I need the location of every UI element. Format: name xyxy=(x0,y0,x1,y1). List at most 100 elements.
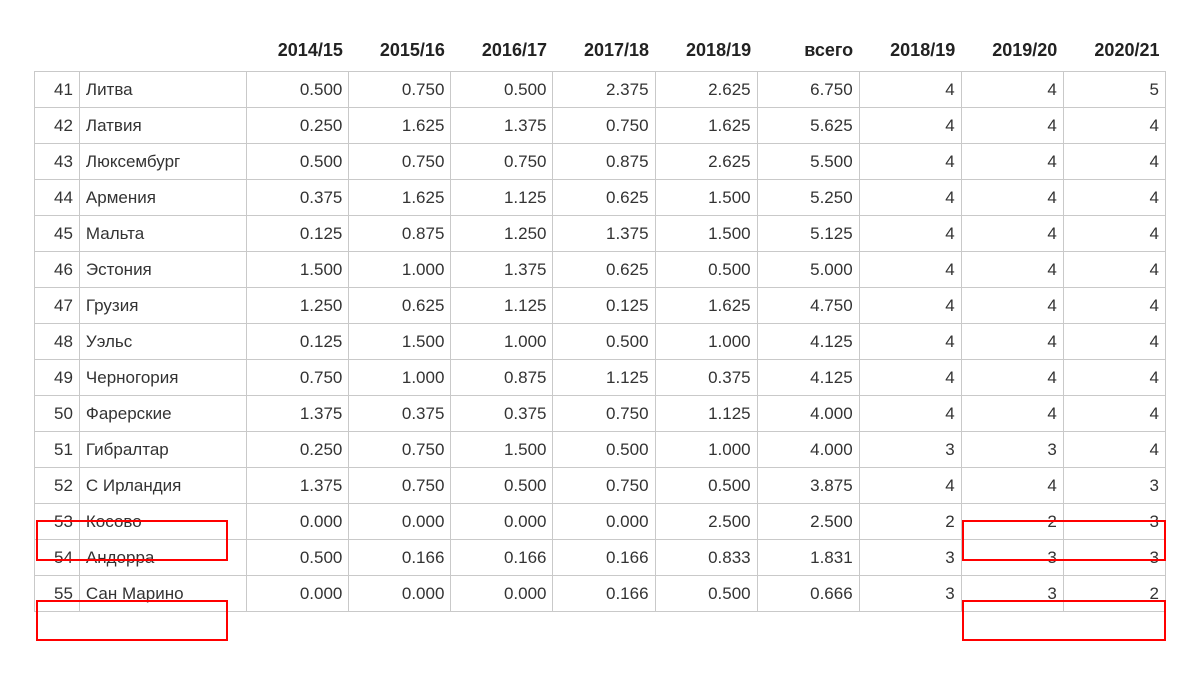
cell-season: 0.125 xyxy=(247,216,349,252)
cell-club: 4 xyxy=(1063,180,1165,216)
cell-rank: 44 xyxy=(35,180,80,216)
header-total: всего xyxy=(757,32,859,72)
table-row: 41Литва0.5000.7500.5002.3752.6256.750445 xyxy=(35,72,1166,108)
cell-season: 0.166 xyxy=(349,540,451,576)
cell-season: 1.000 xyxy=(655,432,757,468)
cell-total: 5.500 xyxy=(757,144,859,180)
cell-total: 4.125 xyxy=(757,360,859,396)
cell-country: Литва xyxy=(79,72,246,108)
cell-season: 0.500 xyxy=(451,468,553,504)
cell-season: 0.875 xyxy=(553,144,655,180)
cell-season: 0.000 xyxy=(349,576,451,612)
header-blank-rank xyxy=(35,32,80,72)
table-row: 52С Ирландия1.3750.7500.5000.7500.5003.8… xyxy=(35,468,1166,504)
cell-total: 5.125 xyxy=(757,216,859,252)
cell-club: 4 xyxy=(961,360,1063,396)
header-season-3: 2017/18 xyxy=(553,32,655,72)
cell-season: 0.875 xyxy=(451,360,553,396)
cell-club: 4 xyxy=(859,72,961,108)
cell-rank: 51 xyxy=(35,432,80,468)
cell-season: 1.500 xyxy=(451,432,553,468)
cell-rank: 45 xyxy=(35,216,80,252)
cell-total: 3.875 xyxy=(757,468,859,504)
cell-club: 4 xyxy=(859,216,961,252)
header-season-4: 2018/19 xyxy=(655,32,757,72)
cell-rank: 52 xyxy=(35,468,80,504)
cell-country: Грузия xyxy=(79,288,246,324)
cell-country: Косово xyxy=(79,504,246,540)
cell-club: 3 xyxy=(961,576,1063,612)
cell-season: 1.125 xyxy=(553,360,655,396)
cell-club: 4 xyxy=(859,288,961,324)
cell-season: 1.125 xyxy=(451,288,553,324)
cell-season: 0.000 xyxy=(553,504,655,540)
cell-rank: 50 xyxy=(35,396,80,432)
ranking-table: 2014/15 2015/16 2016/17 2017/18 2018/19 … xyxy=(34,32,1166,612)
cell-season: 1.375 xyxy=(451,108,553,144)
cell-season: 1.375 xyxy=(451,252,553,288)
cell-total: 4.750 xyxy=(757,288,859,324)
cell-season: 0.000 xyxy=(451,504,553,540)
cell-season: 1.250 xyxy=(451,216,553,252)
cell-club: 3 xyxy=(1063,504,1165,540)
header-season-1: 2015/16 xyxy=(349,32,451,72)
cell-club: 3 xyxy=(961,432,1063,468)
cell-club: 4 xyxy=(1063,144,1165,180)
cell-total: 0.666 xyxy=(757,576,859,612)
cell-country: Сан Марино xyxy=(79,576,246,612)
cell-total: 5.625 xyxy=(757,108,859,144)
cell-season: 0.000 xyxy=(247,504,349,540)
cell-club: 4 xyxy=(1063,396,1165,432)
cell-season: 0.166 xyxy=(553,576,655,612)
cell-season: 1.000 xyxy=(349,252,451,288)
cell-club: 4 xyxy=(961,72,1063,108)
cell-season: 0.375 xyxy=(655,360,757,396)
cell-club: 4 xyxy=(961,324,1063,360)
table-row: 55Сан Марино0.0000.0000.0000.1660.5000.6… xyxy=(35,576,1166,612)
cell-club: 4 xyxy=(859,108,961,144)
cell-season: 2.625 xyxy=(655,72,757,108)
cell-season: 0.375 xyxy=(451,396,553,432)
cell-season: 0.000 xyxy=(451,576,553,612)
cell-club: 4 xyxy=(961,216,1063,252)
cell-club: 4 xyxy=(961,252,1063,288)
cell-season: 1.375 xyxy=(247,396,349,432)
cell-season: 0.000 xyxy=(247,576,349,612)
cell-season: 0.125 xyxy=(247,324,349,360)
table-row: 49Черногория0.7501.0000.8751.1250.3754.1… xyxy=(35,360,1166,396)
cell-club: 3 xyxy=(859,540,961,576)
cell-season: 2.500 xyxy=(655,504,757,540)
cell-country: Мальта xyxy=(79,216,246,252)
cell-season: 0.500 xyxy=(247,72,349,108)
cell-club: 3 xyxy=(1063,468,1165,504)
cell-country: С Ирландия xyxy=(79,468,246,504)
cell-season: 0.500 xyxy=(553,432,655,468)
cell-club: 4 xyxy=(1063,324,1165,360)
cell-club: 4 xyxy=(961,468,1063,504)
table-row: 46Эстония1.5001.0001.3750.6250.5005.0004… xyxy=(35,252,1166,288)
cell-season: 0.166 xyxy=(553,540,655,576)
cell-season: 0.375 xyxy=(247,180,349,216)
cell-club: 4 xyxy=(1063,216,1165,252)
cell-season: 2.375 xyxy=(553,72,655,108)
table-row: 53Косово0.0000.0000.0000.0002.5002.50022… xyxy=(35,504,1166,540)
cell-rank: 46 xyxy=(35,252,80,288)
cell-season: 0.500 xyxy=(451,72,553,108)
cell-season: 1.375 xyxy=(247,468,349,504)
header-row: 2014/15 2015/16 2016/17 2017/18 2018/19 … xyxy=(35,32,1166,72)
cell-total: 2.500 xyxy=(757,504,859,540)
cell-season: 0.500 xyxy=(655,468,757,504)
table-body: 41Литва0.5000.7500.5002.3752.6256.750445… xyxy=(35,72,1166,612)
cell-season: 1.500 xyxy=(655,180,757,216)
cell-season: 1.500 xyxy=(655,216,757,252)
cell-club: 4 xyxy=(859,252,961,288)
cell-rank: 55 xyxy=(35,576,80,612)
cell-season: 1.625 xyxy=(349,108,451,144)
cell-season: 0.500 xyxy=(655,252,757,288)
cell-club: 4 xyxy=(1063,108,1165,144)
header-season-2: 2016/17 xyxy=(451,32,553,72)
cell-season: 1.625 xyxy=(655,108,757,144)
cell-season: 0.500 xyxy=(553,324,655,360)
cell-season: 0.750 xyxy=(553,468,655,504)
header-club-1: 2019/20 xyxy=(961,32,1063,72)
